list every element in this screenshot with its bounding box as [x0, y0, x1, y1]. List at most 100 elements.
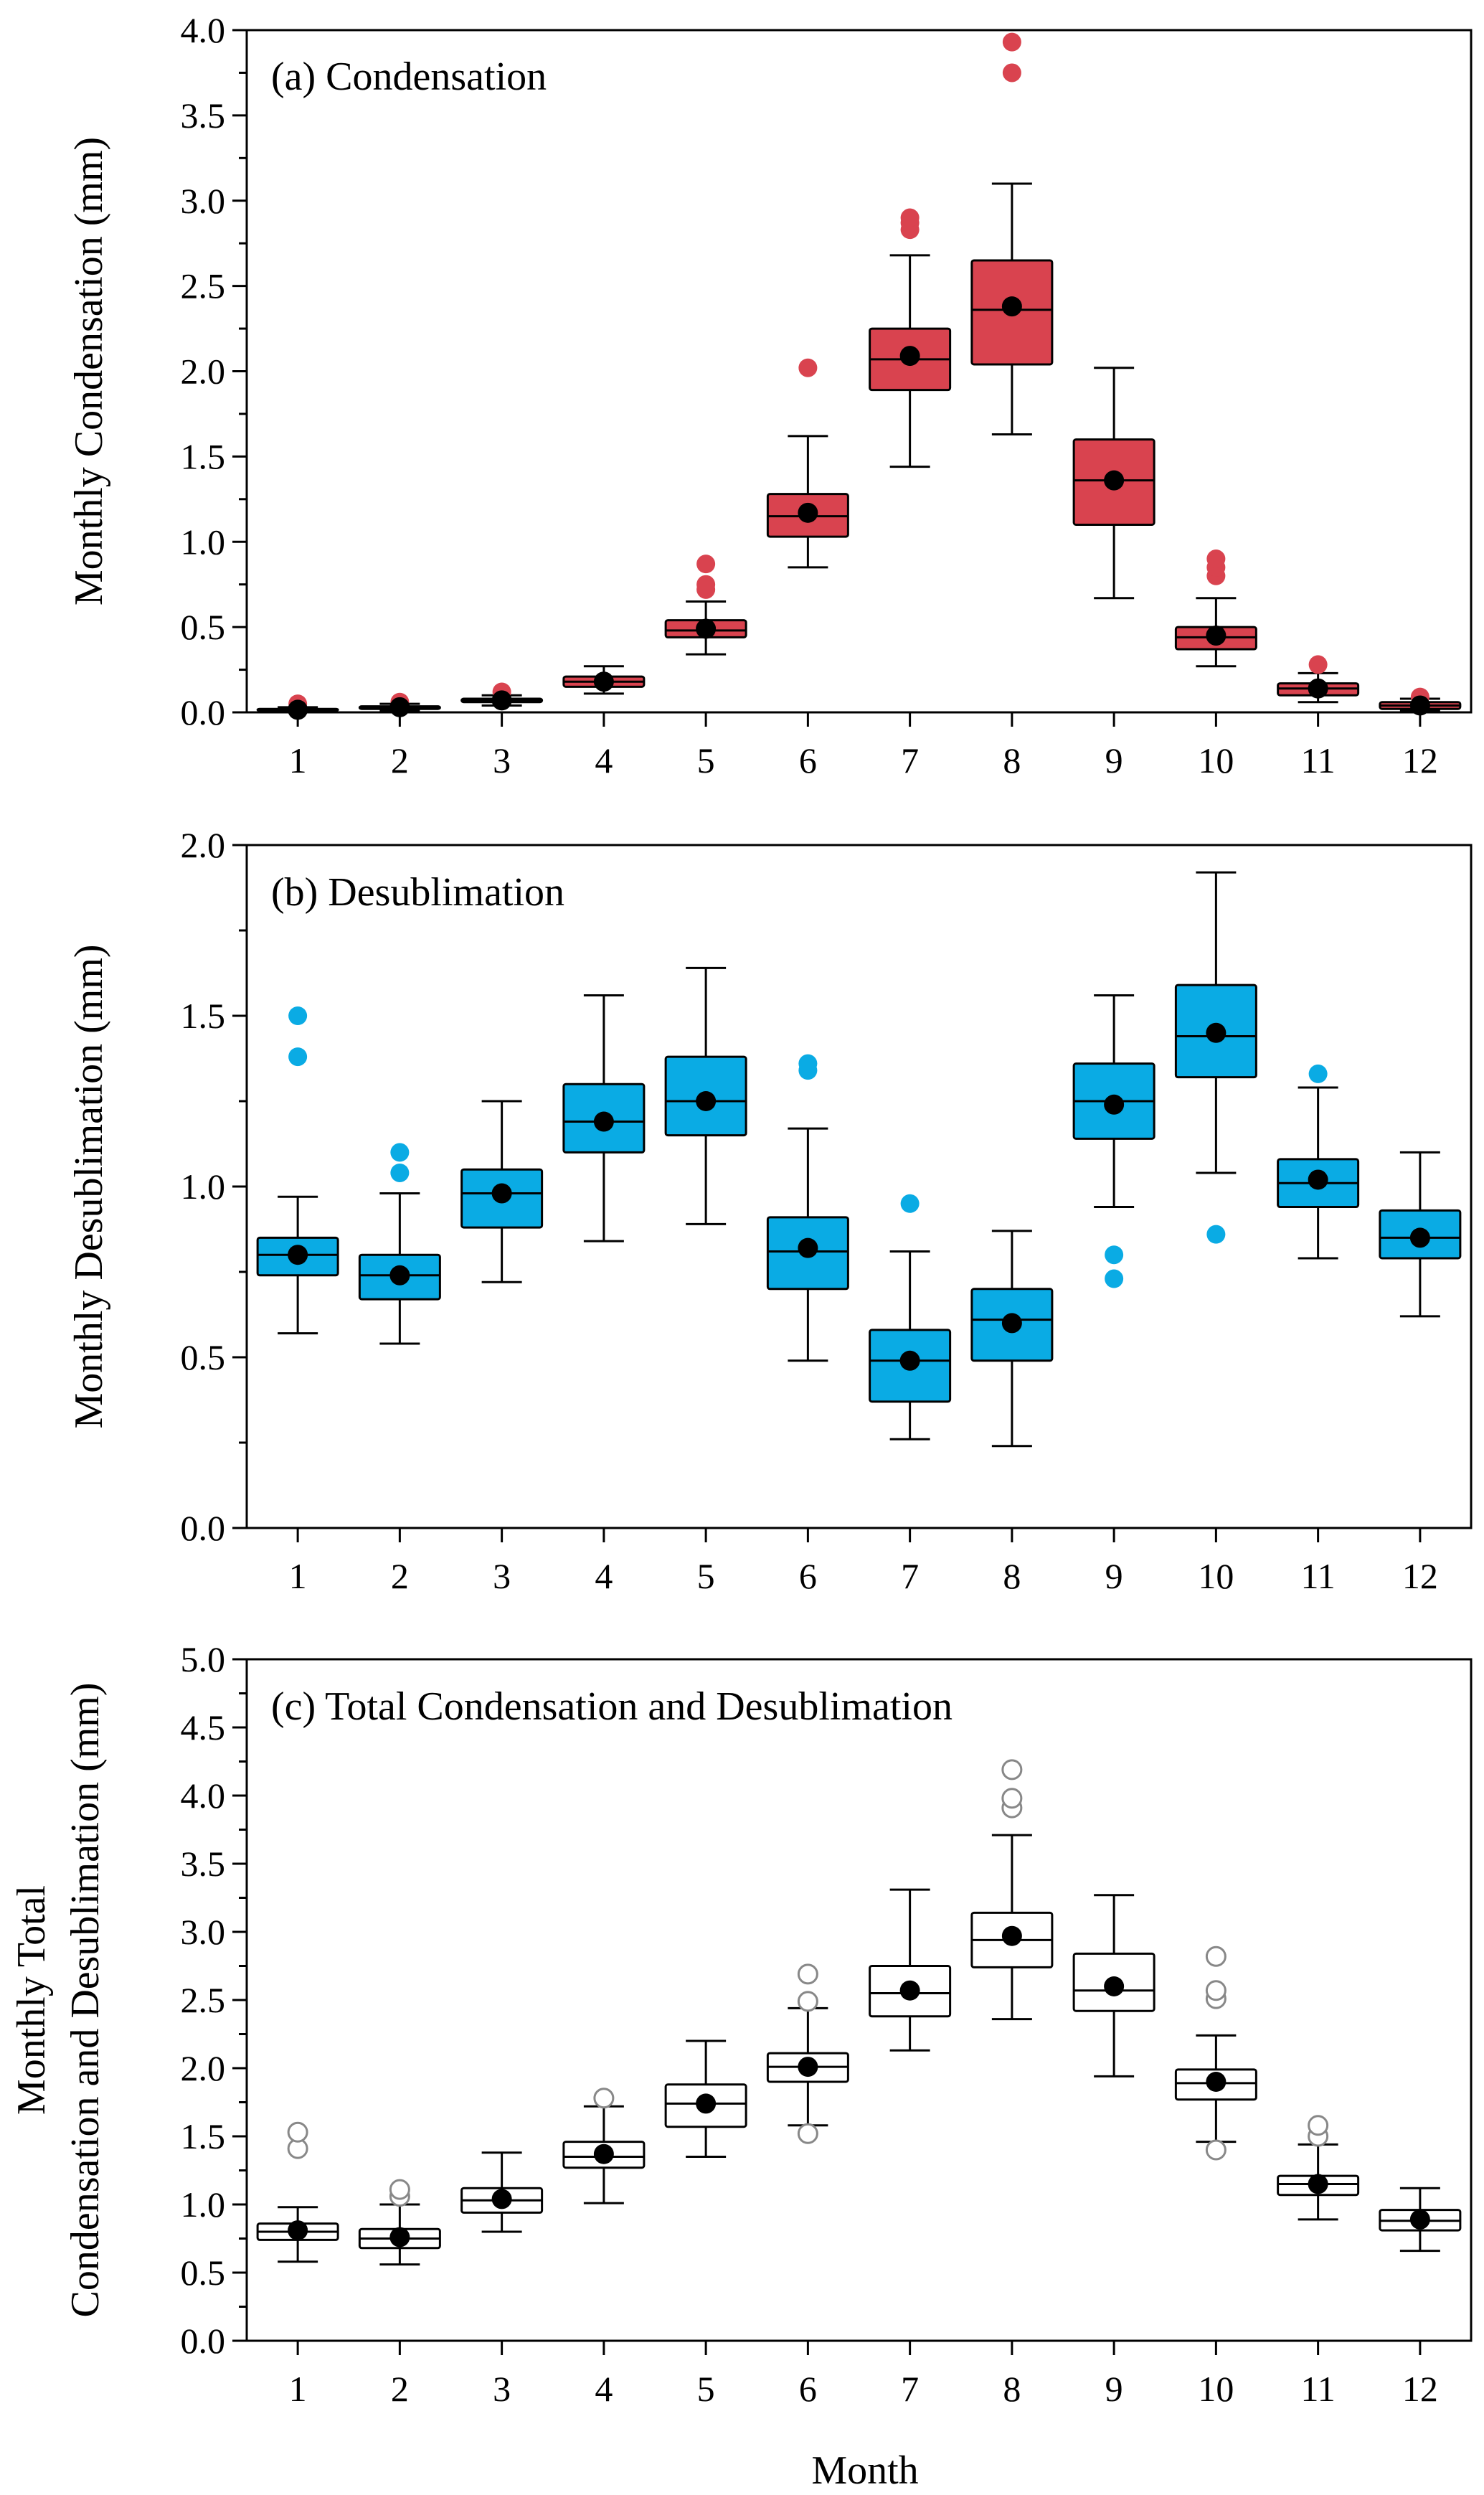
mean-marker	[1206, 626, 1227, 646]
mean-marker	[798, 1237, 818, 1258]
x-tick-label: 8	[1003, 2369, 1021, 2409]
x-tick-label: 4	[595, 2369, 613, 2409]
box-month-11	[1277, 1064, 1360, 1260]
x-tick-label: 8	[1003, 740, 1021, 780]
mean-marker	[1001, 1925, 1022, 1946]
x-tick-label: 6	[799, 1556, 817, 1596]
box-month-6	[766, 358, 849, 569]
outlier-point	[1205, 1980, 1227, 2001]
y-tick-label: 1.0	[181, 1166, 226, 1207]
panel-b: 0.00.51.01.52.01 2 3 4 5 6 7 8 9 10 11 12(b) Desubl…	[67, 825, 1473, 1596]
x-tick-label: 3	[493, 740, 511, 780]
mean-marker	[798, 2057, 818, 2077]
y-tick-label: 4.0	[181, 1775, 226, 1816]
mean-marker	[1308, 2174, 1328, 2194]
mean-marker	[1308, 678, 1328, 699]
mean-marker	[593, 1111, 614, 1132]
x-tick-label: 2	[391, 2369, 409, 2409]
panel-title: (c) Total Condensation and Desublimation	[271, 1684, 953, 1729]
mean-marker	[1104, 470, 1125, 491]
box-month-9	[1072, 994, 1155, 1288]
box-month-11	[1277, 655, 1360, 704]
outlier-point	[1205, 1945, 1227, 1967]
outlier-point	[1002, 63, 1021, 82]
y-tick-label: 2.5	[181, 266, 226, 306]
mean-marker	[1001, 296, 1022, 317]
box-month-10	[1174, 1945, 1257, 2161]
mean-marker	[696, 618, 717, 639]
x-tick-label: 5	[697, 740, 715, 780]
box-month-8	[970, 32, 1054, 435]
box-month-4	[562, 994, 646, 1242]
box-month-12	[1379, 2187, 1462, 2253]
y-tick-label: 0.5	[181, 2253, 226, 2293]
mean-marker	[1409, 695, 1430, 716]
outlier-point	[798, 1054, 818, 1073]
y-axis-label-line-2: Condensation and Desublimation (mm)	[63, 1683, 108, 2318]
box-month-5	[664, 2039, 747, 2158]
y-tick-label: 2.5	[181, 1980, 226, 2020]
y-tick-label: 5.0	[181, 1639, 226, 1679]
box-month-7	[869, 1888, 952, 2052]
y-tick-label: 1.0	[181, 2184, 226, 2225]
x-tick-label: 12	[1402, 1556, 1438, 1596]
mean-marker	[389, 697, 410, 717]
x-tick-label: 1	[289, 2369, 307, 2409]
box-month-5	[664, 555, 747, 656]
outlier-point	[797, 1963, 818, 1985]
y-tick-label: 1.0	[181, 522, 226, 562]
mean-marker	[1308, 1169, 1328, 1190]
panel-title: (b) Desublimation	[271, 870, 564, 915]
outlier-point	[288, 1006, 308, 1025]
outlier-point	[696, 575, 716, 594]
box-month-10	[1174, 550, 1257, 668]
y-tick-label: 1.5	[181, 436, 226, 476]
panel-c: 0.00.51.01.52.02.53.03.54.04.55.01 2 3 4 5 6 7…	[9, 1639, 1473, 2409]
x-tick-label: 9	[1105, 740, 1123, 780]
x-tick-label: 3	[493, 1556, 511, 1596]
box-month-2	[358, 692, 441, 717]
outlier-point	[1308, 2115, 1329, 2136]
outlier-point	[390, 1163, 410, 1182]
y-tick-label: 2.0	[181, 825, 226, 865]
y-tick-label: 0.5	[181, 607, 226, 647]
y-tick-label: 1.5	[181, 2116, 226, 2156]
x-tick-label: 7	[901, 1556, 919, 1596]
outlier-point	[1205, 2139, 1227, 2161]
mean-marker	[491, 690, 512, 711]
outlier-point	[1206, 1225, 1226, 1244]
outlier-point	[900, 208, 920, 227]
y-axis-label: Monthly Desublimation (mm)	[67, 944, 111, 1428]
y-tick-label: 2.0	[181, 2048, 226, 2088]
mean-marker	[1001, 1313, 1022, 1334]
outlier-point	[798, 358, 818, 377]
outlier-point	[900, 1194, 920, 1213]
box-month-2	[358, 2179, 441, 2266]
y-axis-label: Monthly Condensation (mm)	[67, 137, 111, 605]
box-month-4	[562, 2088, 646, 2204]
y-tick-label: 0.0	[181, 692, 226, 732]
box-month-4	[562, 665, 646, 695]
y-tick-label: 0.5	[181, 1337, 226, 1377]
x-tick-label: 6	[799, 2369, 817, 2409]
x-tick-label: 11	[1301, 2369, 1336, 2409]
outlier-point	[288, 1047, 308, 1067]
x-tick-label: 7	[901, 740, 919, 780]
mean-marker	[1104, 1094, 1125, 1115]
x-tick-label: 12	[1402, 2369, 1438, 2409]
box-month-3	[460, 1100, 544, 1283]
outlier-point	[797, 1991, 818, 2012]
box-month-6	[766, 1963, 849, 2144]
y-tick-label: 3.5	[181, 1844, 226, 1884]
box-month-8	[970, 1230, 1054, 1448]
y-tick-label: 3.0	[181, 1912, 226, 1952]
box-month-2	[358, 1143, 441, 1345]
mean-marker	[1206, 1022, 1227, 1043]
x-tick-label: 4	[595, 1556, 613, 1596]
x-tick-label: 5	[697, 2369, 715, 2409]
outlier-point	[287, 2121, 308, 2143]
mean-marker	[593, 671, 614, 692]
mean-marker	[288, 1245, 308, 1265]
y-tick-label: 1.5	[181, 996, 226, 1036]
